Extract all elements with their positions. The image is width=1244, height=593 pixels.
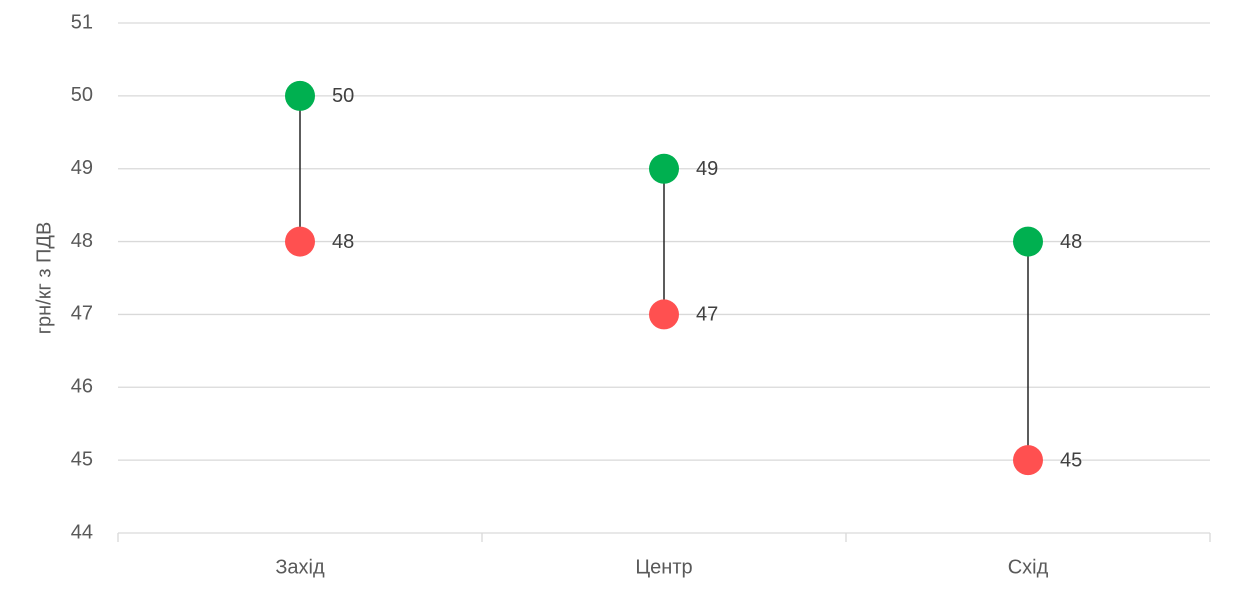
point xyxy=(285,80,315,111)
data-label: 47 xyxy=(696,304,718,326)
data-label: 49 xyxy=(696,158,718,180)
data-label: 45 xyxy=(1060,449,1082,471)
y-tick-label: 49 xyxy=(71,157,93,179)
x-tick-label: Центр xyxy=(635,556,692,578)
point xyxy=(1013,226,1043,257)
data-label: 48 xyxy=(1060,231,1082,253)
data-label: 48 xyxy=(332,231,354,253)
y-tick-label: 47 xyxy=(71,303,93,325)
point xyxy=(285,226,315,257)
y-tick-label: 46 xyxy=(71,376,93,398)
y-tick-label: 48 xyxy=(71,230,93,252)
point xyxy=(1013,445,1043,476)
x-tick-label: Захід xyxy=(275,556,325,578)
y-axis-label: грн/кг з ПДВ xyxy=(33,222,55,335)
data-label: 50 xyxy=(332,85,354,107)
y-tick-label: 45 xyxy=(71,448,93,470)
y-tick-label: 44 xyxy=(71,521,93,543)
y-tick-label: 50 xyxy=(71,84,93,106)
point xyxy=(649,153,679,184)
x-tick-label: Схід xyxy=(1008,556,1049,578)
y-tick-label: 51 xyxy=(71,11,93,33)
point xyxy=(649,299,679,330)
